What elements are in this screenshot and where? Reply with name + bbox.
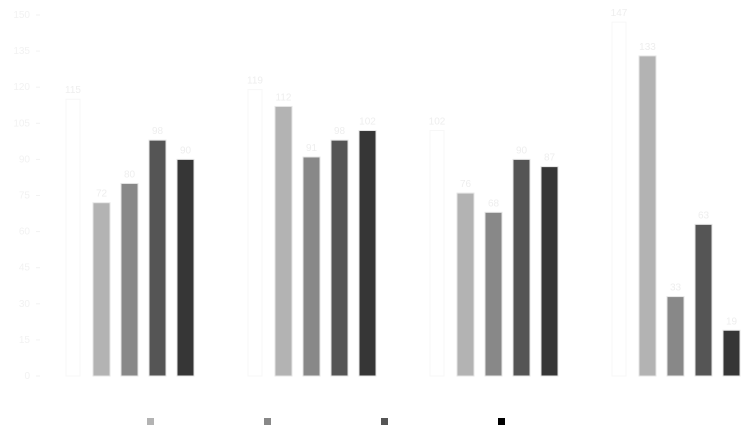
bar [540, 166, 559, 377]
bar [120, 182, 139, 377]
bar-value-label: 133 [639, 42, 656, 53]
bar-value-label: 68 [488, 198, 500, 209]
bar [274, 105, 293, 377]
bar-value-label: 98 [152, 126, 164, 137]
bar-value-label: 98 [334, 126, 346, 137]
legend-swatch [147, 418, 154, 425]
bar-value-label: 119 [247, 76, 263, 87]
y-tick-label: 150 [13, 10, 30, 21]
bar [148, 139, 167, 377]
bar-value-label: 91 [306, 143, 318, 154]
y-tick-label: 120 [13, 82, 30, 93]
bar [65, 98, 81, 377]
bar [611, 21, 627, 377]
bar-value-label: 72 [96, 189, 108, 200]
bar [429, 130, 445, 377]
bar [722, 329, 741, 377]
bar [176, 158, 195, 377]
y-tick-label: 90 [19, 154, 31, 165]
bar-value-label: 19 [726, 316, 738, 327]
bar-value-label: 102 [429, 117, 446, 128]
y-tick-label: 75 [19, 191, 31, 202]
bar-value-label: 90 [516, 145, 528, 156]
y-tick-label: 105 [13, 118, 30, 129]
bar [512, 158, 531, 377]
legend-swatch [498, 418, 505, 425]
legend-swatch [264, 418, 271, 425]
bar-value-label: 115 [65, 85, 81, 96]
y-tick-label: 15 [19, 335, 31, 346]
bar-value-label: 63 [698, 210, 710, 221]
bar [302, 156, 321, 377]
bar [484, 211, 503, 377]
legend-swatch [381, 418, 388, 425]
bar [666, 296, 685, 377]
bar [638, 55, 657, 377]
bar-value-label: 87 [544, 153, 556, 164]
y-tick-label: 45 [19, 263, 31, 274]
bar-value-label: 76 [460, 179, 472, 190]
bar [330, 139, 349, 377]
y-tick-label: 30 [19, 299, 31, 310]
bar-value-label: 112 [276, 92, 292, 103]
bar-value-label: 33 [670, 283, 682, 294]
bar [358, 130, 377, 377]
bar [456, 192, 475, 377]
bar-value-label: 90 [180, 145, 192, 156]
bar-value-label: 147 [611, 8, 628, 19]
bar [92, 202, 111, 377]
bar-value-label: 102 [359, 117, 376, 128]
bar-value-label: 80 [124, 169, 136, 180]
y-tick-label: 0 [24, 371, 30, 382]
bar [247, 89, 263, 377]
y-tick-label: 60 [19, 227, 31, 238]
y-tick-label: 135 [13, 46, 30, 57]
bar [694, 223, 713, 377]
